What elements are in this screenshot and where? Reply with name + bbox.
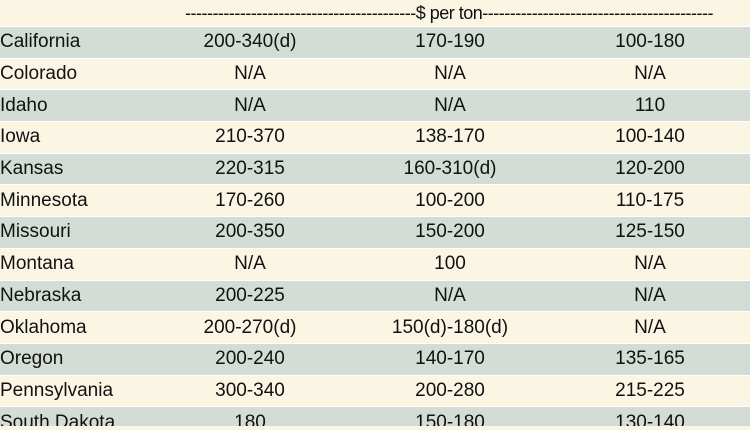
price-cell-1: 200-350	[150, 216, 350, 249]
table-row: Montana N/A 100 N/A	[0, 247, 750, 280]
price-cell-2: N/A	[350, 279, 550, 312]
price-cell-3: 125-150	[550, 216, 750, 249]
price-cell-2: 140-170	[350, 342, 550, 376]
state-name: Pennsylvania	[0, 374, 150, 407]
price-cell-3: 215-225	[550, 374, 750, 407]
table-header: ----------------------------------------…	[0, 0, 750, 26]
state-name: Idaho	[0, 89, 150, 122]
table-row: Missouri 200-350 150-200 125-150	[0, 216, 750, 249]
price-cell-2: 200-280	[350, 374, 550, 407]
state-name: Oregon	[0, 342, 150, 376]
table-row: Oregon 200-240 140-170 135-165	[0, 342, 750, 376]
state-name: Iowa	[0, 121, 150, 154]
state-name: South Dakota	[0, 406, 150, 430]
price-cell-2: N/A	[350, 57, 550, 90]
price-cell-3: 110	[550, 89, 750, 122]
price-cell-3: 135-165	[550, 342, 750, 376]
table-row: Colorado N/A N/A N/A	[0, 57, 750, 90]
state-name: Oklahoma	[0, 311, 150, 344]
price-cell-2: 150-180	[350, 406, 550, 430]
price-cell-2: 138-170	[350, 121, 550, 154]
units-caption: ----------------------------------------…	[184, 3, 714, 23]
table-row: South Dakota 180 150-180 130-140	[0, 406, 750, 430]
table-bottom-edge	[0, 426, 750, 430]
price-cell-1: 200-270(d)	[150, 311, 350, 344]
state-name: Missouri	[0, 216, 150, 249]
price-cell-2: 150(d)-180(d)	[350, 311, 550, 344]
table-row: Kansas 220-315 160-310(d) 120-200	[0, 152, 750, 185]
price-cell-1: 210-370	[150, 121, 350, 154]
price-cell-2: 170-190	[350, 26, 550, 59]
price-cell-1: 170-260	[150, 184, 350, 217]
price-cell-3: N/A	[550, 311, 750, 344]
price-cell-3: 110-175	[550, 184, 750, 217]
price-cell-3: N/A	[550, 57, 750, 90]
price-cell-1: 220-315	[150, 152, 350, 185]
state-name: Colorado	[0, 57, 150, 90]
price-cell-3: N/A	[550, 247, 750, 280]
table-row: Oklahoma 200-270(d) 150(d)-180(d) N/A	[0, 311, 750, 344]
state-name: Nebraska	[0, 279, 150, 312]
price-cell-3: 100-140	[550, 121, 750, 154]
price-cell-1: 200-225	[150, 279, 350, 312]
table-row: Minnesota 170-260 100-200 110-175	[0, 184, 750, 217]
table-row: Iowa 210-370 138-170 100-140	[0, 121, 750, 154]
price-cell-1: 200-340(d)	[150, 26, 350, 59]
price-cell-3: 130-140	[550, 406, 750, 430]
price-cell-1: N/A	[150, 247, 350, 280]
table-row: Nebraska 200-225 N/A N/A	[0, 279, 750, 312]
price-cell-1: 180	[150, 406, 350, 430]
table-row: California 200-340(d) 170-190 100-180	[0, 26, 750, 59]
state-name: Kansas	[0, 152, 150, 185]
price-cell-3: N/A	[550, 279, 750, 312]
price-cell-2: 150-200	[350, 216, 550, 249]
price-cell-1: N/A	[150, 57, 350, 90]
price-table: California 200-340(d) 170-190 100-180 Co…	[0, 26, 750, 430]
state-name: Minnesota	[0, 184, 150, 217]
price-cell-2: 160-310(d)	[350, 152, 550, 185]
table-row: Pennsylvania 300-340 200-280 215-225	[0, 374, 750, 407]
price-cell-3: 100-180	[550, 26, 750, 59]
price-cell-1: 200-240	[150, 342, 350, 376]
price-cell-1: N/A	[150, 89, 350, 122]
price-cell-3: 120-200	[550, 152, 750, 185]
price-cell-2: 100-200	[350, 184, 550, 217]
state-name: California	[0, 26, 150, 59]
price-cell-2: N/A	[350, 89, 550, 122]
state-name: Montana	[0, 247, 150, 280]
price-cell-2: 100	[350, 247, 550, 280]
table-row: Idaho N/A N/A 110	[0, 89, 750, 122]
price-cell-1: 300-340	[150, 374, 350, 407]
